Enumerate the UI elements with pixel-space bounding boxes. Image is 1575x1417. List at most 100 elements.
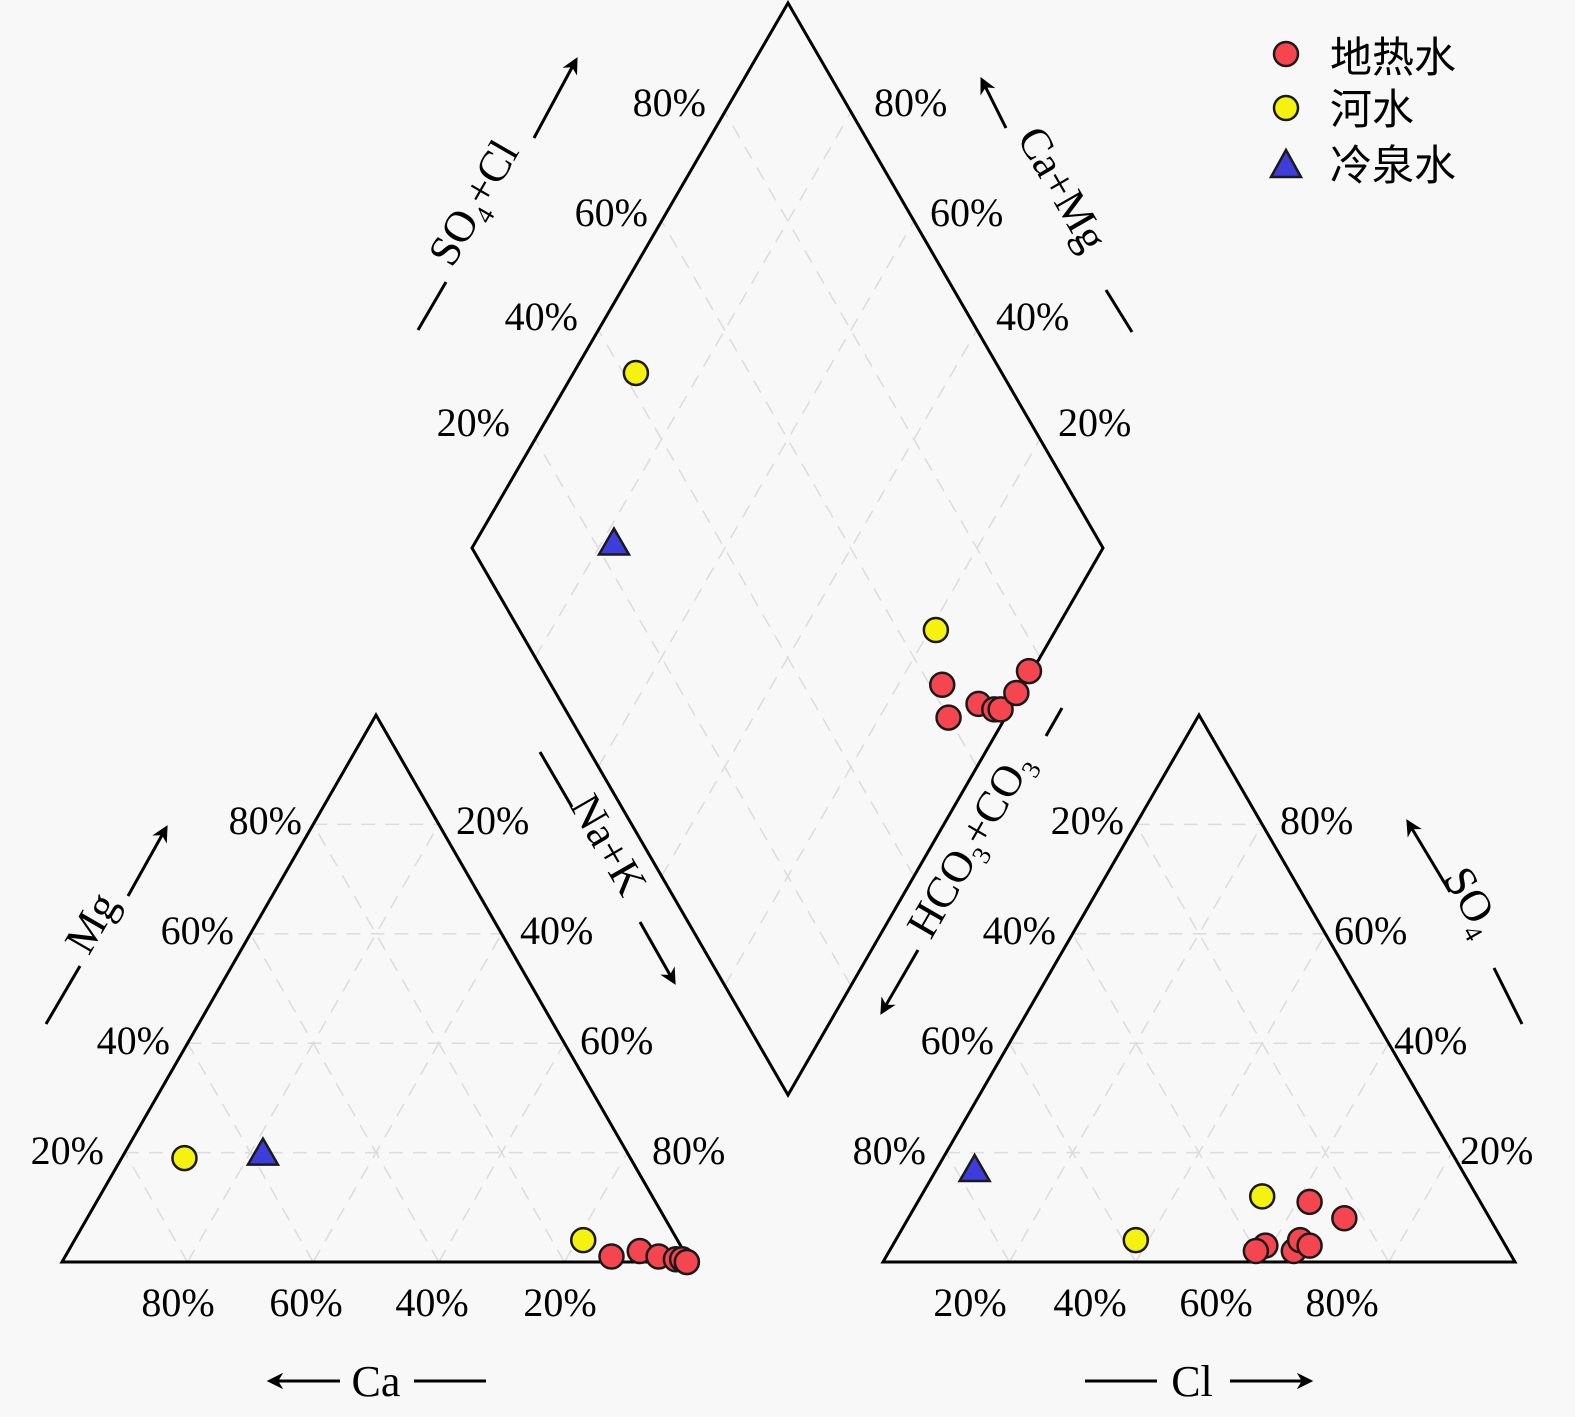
data-point-geothermal[interactable] [1003,679,1030,707]
tick-label: 40% [1053,1280,1126,1325]
axis-dash [1044,707,1064,737]
tick-label: 80% [1305,1280,1378,1325]
axis-label-ca: Ca [352,1357,401,1406]
legend-item-river[interactable]: 河水 [1272,85,1414,134]
data-point-geothermal[interactable] [1296,1232,1323,1259]
tick-label: 20% [456,798,529,843]
grid-line [724,111,1041,658]
grid-line [1135,824,1390,1263]
data-point-river[interactable] [1248,1183,1276,1210]
tick-label: 60% [575,190,648,235]
tick-label: 80% [652,1128,725,1173]
data-point-geothermal[interactable] [1331,1204,1358,1232]
axis-dash [538,751,574,808]
arrow-up-icon [126,825,168,897]
data-point-cold_spring[interactable] [245,1136,281,1166]
axis-title-cl: Cl [1085,1357,1314,1406]
grid-line [1071,933,1263,1263]
tick-label: 80% [633,80,706,125]
anion-right-ticks: 80% 60% 40% 20% [1280,798,1533,1173]
tick-label: 20% [1051,798,1124,843]
data-point-geothermal[interactable] [598,1243,625,1270]
axis-dash [416,281,448,331]
axis-title-so4: SO4 [1406,819,1524,1025]
grid-line [724,438,1041,986]
axis-dash [44,965,82,1025]
arrow-up-left-icon [980,77,1008,129]
axis-label-cl: Cl [1171,1357,1213,1406]
tick-label: 60% [1334,908,1407,953]
data-point-cold_spring[interactable] [596,526,632,556]
grid-line [534,111,852,658]
tick-label: 60% [269,1280,342,1325]
grid-line [312,824,566,1263]
tick-label: 60% [921,1018,994,1063]
tick-label: 40% [1394,1018,1467,1063]
tick-label: 80% [1280,798,1353,843]
grid-line [945,1152,1011,1263]
arrow-down-icon [638,921,676,985]
axis-title-hco3: HCO3+CO3 [880,707,1064,1015]
tick-label: 60% [161,908,234,953]
tick-label: 80% [141,1280,214,1325]
axis-title-mg: Mg [44,825,168,1025]
cation-left-ticks: 20% 40% 60% 80% [31,798,302,1173]
tick-label: 80% [229,798,302,843]
grid-line [534,438,852,986]
legend-marker-triangle-blue [1268,147,1304,179]
data-point-river[interactable] [922,616,950,644]
data-point-river[interactable] [622,359,650,387]
anion-triangle-frame [880,712,1518,1264]
grid-line [597,329,915,877]
data-point-river[interactable] [1122,1226,1150,1254]
grid-line [1387,1152,1453,1263]
cation-right-ticks: 20% 40% 60% 80% [456,798,725,1173]
data-point-geothermal[interactable] [673,1248,701,1276]
tick-label: 60% [930,190,1003,235]
grid-line [186,1042,314,1263]
data-point-geothermal[interactable] [1296,1188,1323,1216]
tick-label: 40% [520,908,593,953]
data-point-river[interactable] [171,1144,198,1172]
data-point-geothermal[interactable] [1015,657,1043,685]
tick-label: 20% [31,1128,104,1173]
grid-line [660,220,978,768]
tick-label: 20% [523,1280,596,1325]
grid-line [1008,1042,1137,1263]
data-point-geothermal[interactable] [935,704,962,731]
data-point-geothermal[interactable] [928,671,956,698]
arrow-up-right-icon [532,57,578,139]
grid-layer [124,111,1453,1263]
anion-bottom-ticks: 20% 40% 60% 80% [933,1280,1378,1325]
axis-dash [1104,289,1134,333]
diamond-left-ticks: 80% 60% 40% 20% [437,80,706,445]
legend-marker-circle-red [1272,40,1300,68]
arrow-down-left-icon [880,949,920,1015]
tick-label: 40% [395,1280,468,1325]
cation-triangle-frame [59,711,693,1264]
tick-label: 40% [505,294,578,339]
tick-label: 20% [1460,1128,1533,1173]
tick-label: 60% [1179,1280,1252,1325]
legend-marker-circle-yellow [1272,94,1300,122]
grid-line [563,1152,628,1263]
diamond-right-ticks: 80% 60% 40% 20% [874,80,1131,445]
grid-line [597,220,915,768]
legend-label: 河水 [1330,85,1414,134]
tick-label: 60% [580,1018,653,1063]
legend-item-geothermal[interactable]: 地热水 [1272,33,1456,82]
data-point-river[interactable] [569,1226,597,1254]
axis-label-so4cl: SO4+Cl [418,132,533,277]
data-point-geothermal[interactable] [987,696,1014,723]
legend-label: 地热水 [1330,33,1456,82]
tick-label: 20% [933,1280,1006,1325]
tick-label: 80% [874,80,947,125]
tick-label: 20% [437,400,510,445]
data-point-geothermal[interactable] [1242,1237,1270,1265]
legend-item-cold-spring[interactable]: 冷泉水 [1268,141,1456,190]
data-point-cold_spring[interactable] [957,1152,992,1183]
arrow-up-icon [1406,819,1452,893]
diamond-frame [470,0,1105,1099]
